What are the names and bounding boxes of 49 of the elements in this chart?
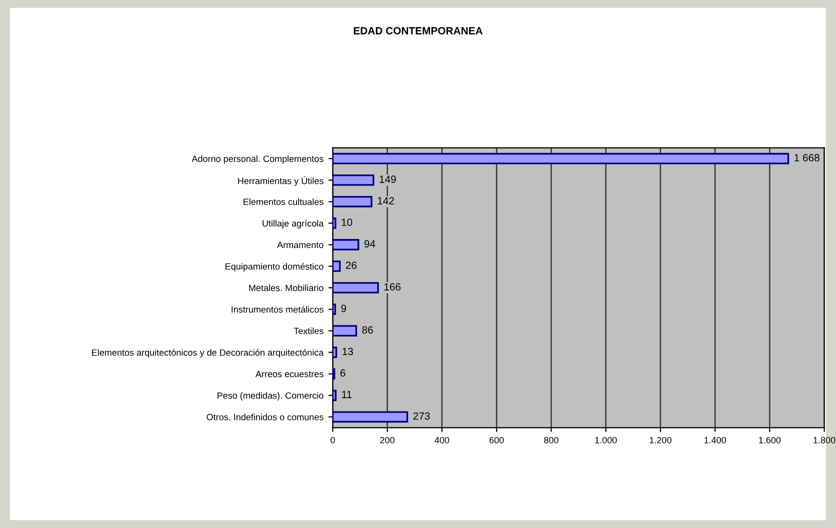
data-label: 9 xyxy=(341,304,346,312)
y-tick-label: Metales. Mobiliario xyxy=(249,284,324,292)
y-tick-label: Armamento xyxy=(277,242,324,248)
data-label: 13 xyxy=(342,348,353,356)
x-tick-label: 200 xyxy=(380,436,395,444)
x-tick-label: 1.600 xyxy=(759,436,781,444)
data-label: 149 xyxy=(380,176,396,183)
x-tick-label: 400 xyxy=(434,436,450,444)
y-tick-label: Peso (medidas). Comercio xyxy=(218,392,324,401)
data-label: 26 xyxy=(346,262,357,270)
x-tick-label: 800 xyxy=(544,436,558,444)
data-label: 94 xyxy=(364,240,376,248)
y-tick-label: Otros. Indefinidos o comunes xyxy=(206,414,324,420)
bar xyxy=(332,390,337,402)
y-tick-label: Arreos ecuestres xyxy=(255,370,324,378)
chart-title: EDAD CONTEMPORANEA xyxy=(354,27,483,34)
y-tick-label: Equipamiento doméstico xyxy=(226,262,324,272)
bar xyxy=(332,239,360,250)
data-label: 11 xyxy=(342,390,352,398)
y-tick-label: Elementos cultuales xyxy=(244,198,324,206)
data-label: 166 xyxy=(384,283,401,291)
y-tick-label: Elementos arquitectónicos y de Decoración arquitectónica xyxy=(92,349,324,358)
bar xyxy=(332,304,336,315)
data-label: 6 xyxy=(340,369,346,377)
y-tick-label: Herramientas y Útiles xyxy=(238,176,324,186)
data-label: 1 668 xyxy=(794,154,820,162)
bar xyxy=(332,260,341,272)
data-label: 142 xyxy=(378,197,394,204)
bar xyxy=(332,152,790,164)
x-tick-label: 1.400 xyxy=(704,436,726,444)
y-tick-label: Instrumentos metálicos xyxy=(232,306,324,313)
bar xyxy=(332,411,408,423)
bar xyxy=(332,325,358,336)
bar xyxy=(332,218,336,229)
y-tick-label: Adorno personal. Complementos xyxy=(192,155,324,164)
data-label: 273 xyxy=(413,412,430,420)
x-tick-label: 1.000 xyxy=(595,436,617,444)
bar xyxy=(332,196,372,208)
y-tick-label: Utillaje agrícola xyxy=(262,220,324,228)
bar xyxy=(332,346,338,358)
bar xyxy=(332,282,379,294)
data-label: 10 xyxy=(342,218,352,226)
bar xyxy=(332,174,374,186)
x-tick-label: 600 xyxy=(490,436,504,444)
x-tick-label: 1.200 xyxy=(650,436,672,444)
x-tick-label: 1.800 xyxy=(814,436,836,444)
x-tick-label: 0 xyxy=(330,436,335,444)
y-tick-label: Textiles xyxy=(294,328,324,334)
data-label: 86 xyxy=(362,326,373,334)
